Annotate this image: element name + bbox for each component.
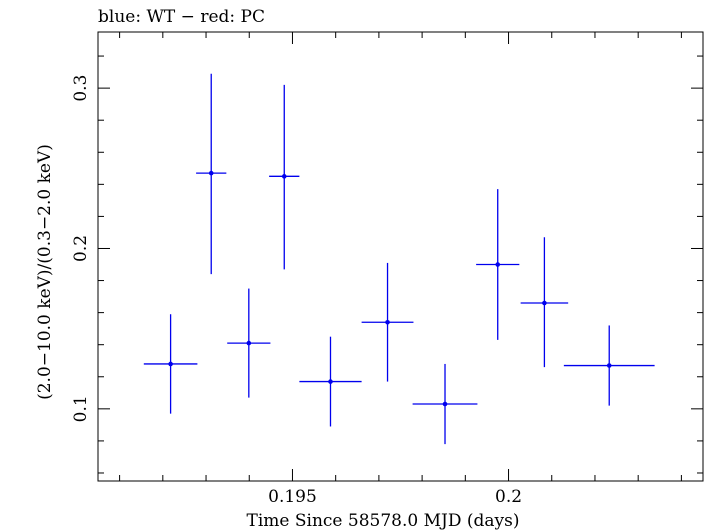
plot-frame <box>97 31 704 482</box>
data-marker <box>281 174 287 179</box>
data-marks <box>143 73 655 445</box>
data-marker <box>442 401 448 407</box>
data-point <box>520 237 569 368</box>
data-marker <box>208 170 214 176</box>
data-point <box>196 73 227 275</box>
data-point <box>412 363 478 445</box>
tick-labels: 0.195 0.2 0.1 0.2 0.3 <box>71 75 522 507</box>
y-tick-label: 0.1 <box>71 395 91 422</box>
axis-ticks <box>98 32 703 481</box>
data-point <box>299 336 362 427</box>
data-marker <box>606 363 612 368</box>
data-point <box>227 288 271 398</box>
plot-border <box>97 31 704 482</box>
data-marker <box>168 361 173 367</box>
data-point <box>269 84 300 270</box>
data-point <box>361 262 414 382</box>
data-point <box>143 314 198 414</box>
data-point <box>476 189 520 340</box>
x-axis-label: Time Since 58578.0 MJD (days) <box>247 511 520 531</box>
y-axis-label: (2.0−10.0 keV)/(0.3−2.0 keV) <box>35 144 55 400</box>
x-tick-label: 0.2 <box>495 487 522 507</box>
data-marker <box>542 300 547 306</box>
data-marker <box>328 379 333 384</box>
y-tick-label: 0.2 <box>71 235 91 262</box>
y-tick-label: 0.3 <box>71 75 91 102</box>
data-marker <box>385 319 390 325</box>
data-marker <box>246 340 252 346</box>
data-point <box>563 325 655 406</box>
chart-title: blue: WT − red: PC <box>98 7 265 27</box>
data-marker <box>495 262 501 267</box>
x-tick-label: 0.195 <box>268 487 317 507</box>
